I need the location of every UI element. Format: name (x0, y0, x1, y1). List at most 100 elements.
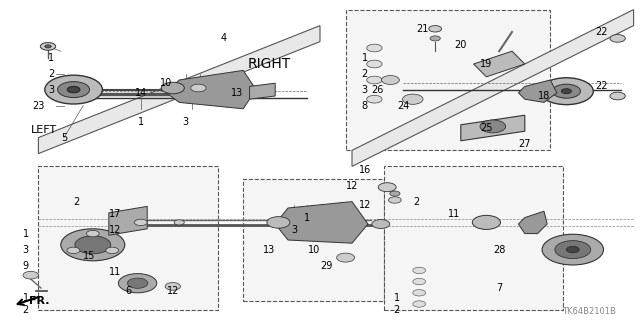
Text: 15: 15 (83, 251, 96, 261)
Text: 1: 1 (304, 212, 310, 223)
Text: 14: 14 (134, 88, 147, 98)
Circle shape (86, 230, 99, 237)
Text: 20: 20 (454, 40, 467, 50)
Circle shape (566, 246, 579, 253)
Circle shape (413, 278, 426, 285)
Circle shape (61, 229, 125, 261)
Circle shape (134, 219, 147, 226)
Circle shape (429, 26, 442, 32)
Circle shape (403, 94, 423, 104)
Circle shape (610, 35, 625, 42)
Text: 2: 2 (394, 305, 400, 316)
Circle shape (540, 78, 593, 105)
Text: 4: 4 (221, 33, 227, 44)
Text: 2: 2 (74, 196, 80, 207)
Polygon shape (518, 80, 557, 102)
Circle shape (413, 267, 426, 274)
Circle shape (472, 215, 500, 229)
FancyBboxPatch shape (346, 10, 550, 150)
Circle shape (610, 92, 625, 100)
Circle shape (337, 253, 355, 262)
Text: 7: 7 (496, 283, 502, 293)
Polygon shape (461, 115, 525, 141)
Text: 3: 3 (291, 225, 298, 236)
FancyBboxPatch shape (243, 179, 384, 301)
Circle shape (58, 82, 90, 98)
Circle shape (561, 89, 572, 94)
Text: 3: 3 (22, 244, 29, 255)
Circle shape (413, 301, 426, 307)
Text: TK64B2101B: TK64B2101B (562, 308, 616, 316)
Text: 13: 13 (262, 244, 275, 255)
Circle shape (45, 75, 102, 104)
Circle shape (191, 84, 206, 92)
Text: 24: 24 (397, 100, 410, 111)
Text: 1: 1 (362, 52, 368, 63)
Polygon shape (518, 211, 547, 234)
Text: 1: 1 (22, 228, 29, 239)
Polygon shape (109, 206, 147, 235)
Circle shape (381, 76, 399, 84)
Circle shape (165, 283, 180, 290)
Text: 21: 21 (416, 24, 429, 34)
Circle shape (555, 241, 591, 259)
Text: FR.: FR. (29, 296, 50, 306)
FancyBboxPatch shape (38, 166, 218, 310)
Circle shape (480, 120, 506, 133)
Circle shape (367, 60, 382, 68)
Circle shape (174, 220, 184, 225)
Text: 9: 9 (22, 260, 29, 271)
Text: 10: 10 (160, 78, 173, 88)
Polygon shape (38, 26, 320, 154)
Text: LEFT: LEFT (31, 124, 56, 135)
Circle shape (40, 43, 56, 50)
Circle shape (430, 36, 440, 41)
Circle shape (127, 278, 148, 288)
Text: 12: 12 (109, 225, 122, 236)
Text: 3: 3 (48, 84, 54, 95)
Circle shape (367, 44, 382, 52)
Text: 19: 19 (480, 59, 493, 69)
Polygon shape (352, 10, 634, 166)
Text: 3: 3 (182, 116, 189, 127)
Circle shape (67, 86, 80, 93)
Text: 2: 2 (362, 68, 368, 79)
Text: 5: 5 (61, 132, 67, 143)
Text: 2: 2 (48, 68, 54, 79)
Text: 2: 2 (413, 196, 419, 207)
Polygon shape (250, 83, 275, 99)
Circle shape (45, 45, 51, 48)
Text: 12: 12 (358, 200, 371, 210)
Circle shape (267, 217, 290, 228)
Text: 1: 1 (22, 292, 29, 303)
Circle shape (367, 76, 382, 84)
Circle shape (106, 247, 118, 254)
Text: 3: 3 (362, 84, 368, 95)
Text: 12: 12 (346, 180, 358, 191)
Circle shape (542, 234, 604, 265)
Text: 29: 29 (320, 260, 333, 271)
Circle shape (67, 247, 80, 254)
FancyBboxPatch shape (384, 166, 563, 310)
Text: 26: 26 (371, 84, 384, 95)
Polygon shape (166, 70, 256, 109)
Polygon shape (275, 202, 368, 243)
Text: RIGHT: RIGHT (247, 57, 291, 71)
Text: 23: 23 (32, 100, 45, 111)
Circle shape (552, 84, 580, 98)
Circle shape (118, 274, 157, 293)
Text: 1: 1 (48, 52, 54, 63)
Text: 22: 22 (595, 27, 608, 37)
Circle shape (390, 191, 400, 196)
Circle shape (367, 95, 382, 103)
Text: 12: 12 (166, 286, 179, 296)
Text: 11: 11 (109, 267, 122, 277)
Circle shape (413, 290, 426, 296)
Text: 1: 1 (138, 116, 144, 127)
Circle shape (378, 183, 396, 192)
Text: 8: 8 (362, 100, 368, 111)
Circle shape (372, 220, 390, 228)
Text: 22: 22 (595, 81, 608, 92)
Bar (35, 290, 47, 291)
Text: 16: 16 (358, 164, 371, 175)
